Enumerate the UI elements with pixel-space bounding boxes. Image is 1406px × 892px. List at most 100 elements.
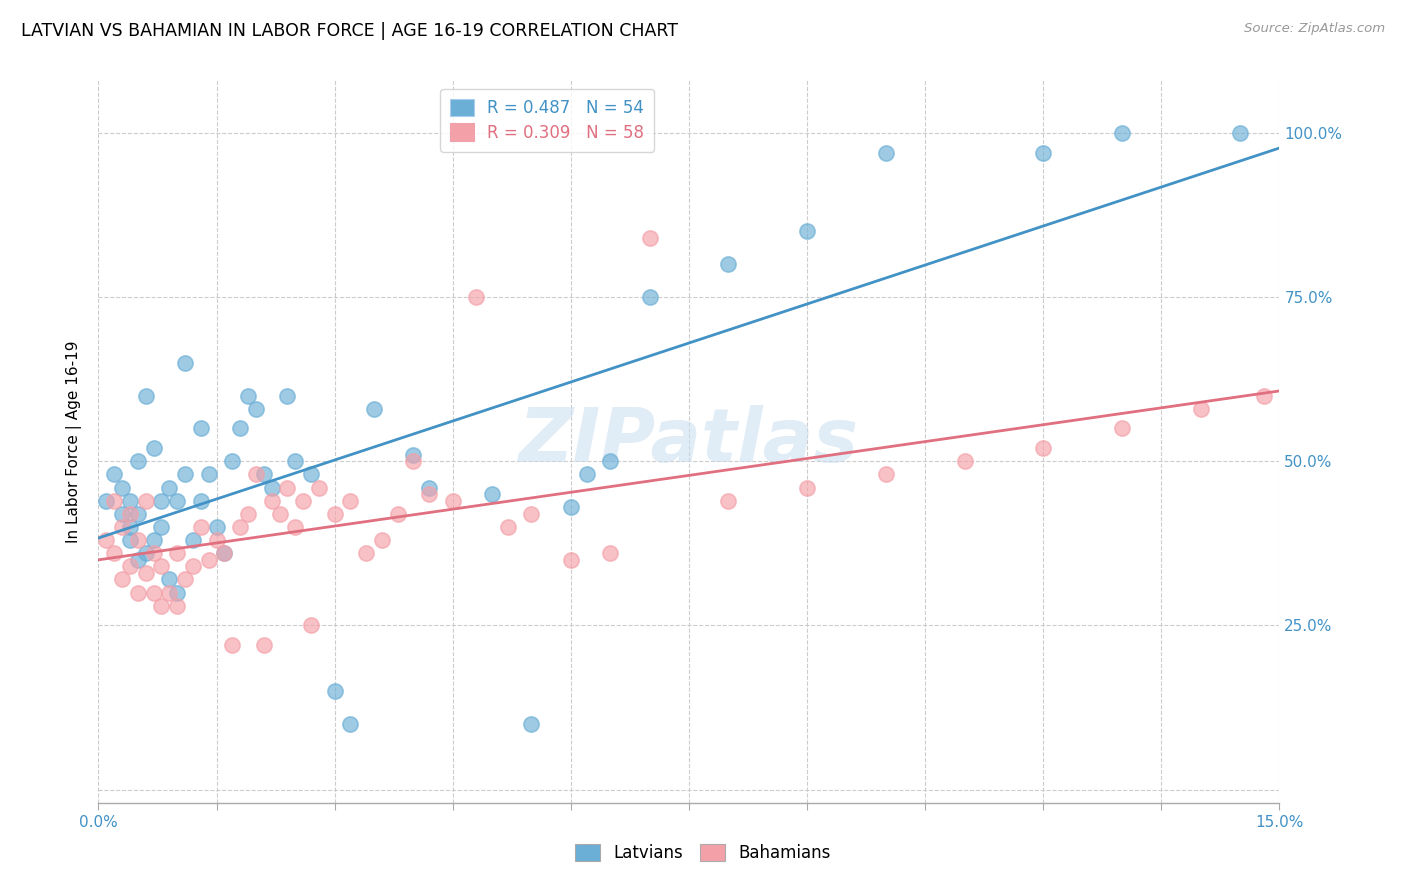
Point <box>127 454 149 468</box>
Point <box>299 618 322 632</box>
Point <box>599 454 621 468</box>
Point <box>142 441 165 455</box>
Point <box>717 257 740 271</box>
Text: Source: ZipAtlas.com: Source: ZipAtlas.com <box>1244 22 1385 36</box>
Point <box>638 290 661 304</box>
Point <box>418 487 440 501</box>
Point <box>465 290 488 304</box>
Point <box>197 553 219 567</box>
Point <box>166 585 188 599</box>
Point <box>481 487 503 501</box>
Point <box>1229 126 1251 140</box>
Point <box>236 388 259 402</box>
Point <box>599 546 621 560</box>
Point <box>190 520 212 534</box>
Point <box>103 493 125 508</box>
Point <box>323 684 346 698</box>
Point <box>1032 145 1054 160</box>
Point <box>1111 126 1133 140</box>
Point <box>166 599 188 613</box>
Point <box>339 493 361 508</box>
Point <box>221 454 243 468</box>
Point <box>276 481 298 495</box>
Point <box>796 481 818 495</box>
Point <box>717 493 740 508</box>
Point <box>118 493 141 508</box>
Point <box>127 585 149 599</box>
Point <box>402 454 425 468</box>
Point <box>299 467 322 482</box>
Text: ZIPatlas: ZIPatlas <box>519 405 859 478</box>
Point <box>135 493 157 508</box>
Point <box>214 546 236 560</box>
Point <box>638 231 661 245</box>
Point <box>253 638 276 652</box>
Point <box>135 388 157 402</box>
Point <box>260 481 283 495</box>
Point <box>260 493 283 508</box>
Point <box>269 507 291 521</box>
Point <box>339 717 361 731</box>
Point <box>292 493 315 508</box>
Point <box>253 467 276 482</box>
Point <box>197 467 219 482</box>
Point <box>174 467 197 482</box>
Point <box>284 520 307 534</box>
Point <box>103 546 125 560</box>
Point <box>166 546 188 560</box>
Point <box>363 401 385 416</box>
Point <box>284 454 307 468</box>
Point <box>103 467 125 482</box>
Point <box>229 421 252 435</box>
Point <box>118 507 141 521</box>
Point <box>245 401 267 416</box>
Point <box>150 520 173 534</box>
Point <box>229 520 252 534</box>
Point <box>142 546 165 560</box>
Point <box>127 533 149 547</box>
Point <box>174 356 197 370</box>
Point <box>221 638 243 652</box>
Point <box>953 454 976 468</box>
Point <box>276 388 298 402</box>
Point <box>150 559 173 574</box>
Point <box>118 559 141 574</box>
Point <box>111 520 134 534</box>
Point <box>181 533 204 547</box>
Point <box>142 533 165 547</box>
Point <box>96 533 118 547</box>
Point <box>371 533 394 547</box>
Point <box>560 500 582 515</box>
Point <box>166 493 188 508</box>
Text: LATVIAN VS BAHAMIAN IN LABOR FORCE | AGE 16-19 CORRELATION CHART: LATVIAN VS BAHAMIAN IN LABOR FORCE | AGE… <box>21 22 678 40</box>
Point <box>174 573 197 587</box>
Point <box>354 546 377 560</box>
Point <box>418 481 440 495</box>
Point <box>190 421 212 435</box>
Point <box>308 481 330 495</box>
Point <box>245 467 267 482</box>
Point <box>1253 388 1275 402</box>
Point <box>127 507 149 521</box>
Point <box>875 467 897 482</box>
Point <box>118 520 141 534</box>
Point <box>402 448 425 462</box>
Point <box>575 467 598 482</box>
Point <box>118 533 141 547</box>
Point <box>205 533 228 547</box>
Point <box>135 546 157 560</box>
Point <box>796 224 818 238</box>
Point <box>157 585 180 599</box>
Point <box>236 507 259 521</box>
Point <box>111 507 134 521</box>
Point <box>323 507 346 521</box>
Point <box>387 507 409 521</box>
Point <box>214 546 236 560</box>
Point <box>181 559 204 574</box>
Point <box>190 493 212 508</box>
Point <box>96 493 118 508</box>
Point <box>441 493 464 508</box>
Point <box>520 507 543 521</box>
Y-axis label: In Labor Force | Age 16-19: In Labor Force | Age 16-19 <box>66 340 83 543</box>
Point <box>111 481 134 495</box>
